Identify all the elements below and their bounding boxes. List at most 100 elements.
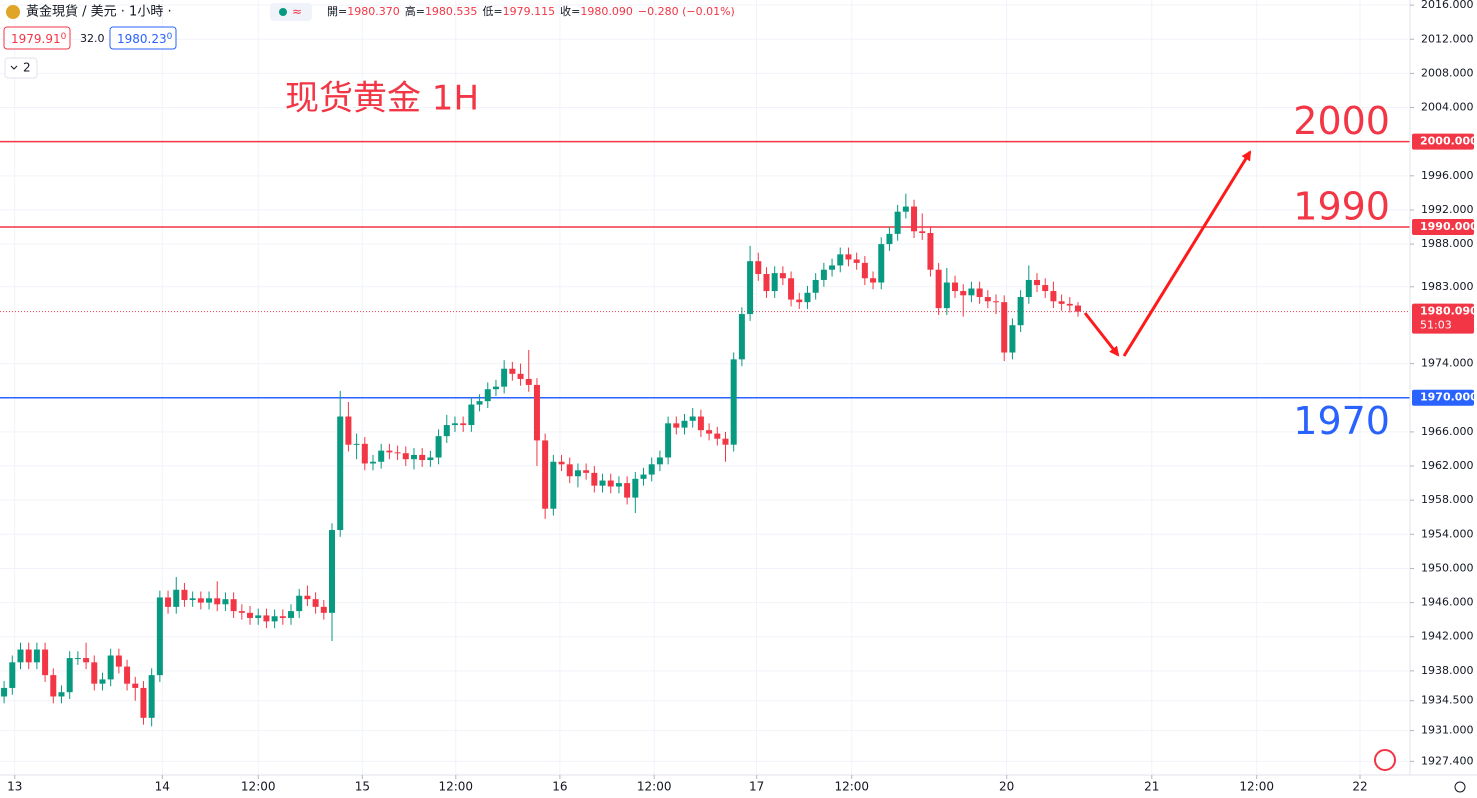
- ohlc-value: 1980.370: [347, 5, 400, 18]
- candle-body: [779, 273, 786, 279]
- candle-body: [755, 261, 762, 274]
- candle-body: [222, 599, 229, 605]
- settings-icon[interactable]: [1454, 781, 1466, 793]
- candle-body: [124, 666, 131, 684]
- candle-body: [837, 254, 844, 266]
- candle-body: [99, 679, 106, 684]
- ohlc-key: 收=: [560, 4, 580, 18]
- candle-body: [296, 595, 303, 612]
- candle-body: [66, 658, 73, 693]
- x-tick-label: 13: [7, 780, 22, 794]
- candle-body: [591, 472, 598, 486]
- candle-body: [574, 470, 581, 477]
- indicators-toggle[interactable]: [4, 57, 38, 79]
- ohlc-values: 開=1980.370 高=1980.535 低=1979.115 收=1980.090…: [327, 4, 735, 18]
- y-tick-label: 1983.000: [1421, 280, 1474, 293]
- candle-body: [829, 265, 836, 270]
- y-tick-label: 2008.000: [1421, 66, 1474, 79]
- candle-body: [1058, 301, 1065, 304]
- candle-body: [74, 658, 81, 660]
- candle-body: [542, 440, 549, 509]
- candle-body: [140, 687, 147, 718]
- ohlc: 開=1980.370 高=1980.535 低=1979.115 收=1980.090…: [327, 4, 735, 18]
- level-text: 1990: [1293, 185, 1390, 229]
- annotation-title: 现货黄金 1H: [285, 79, 479, 119]
- candle-body: [173, 589, 180, 607]
- candle-body: [673, 423, 680, 428]
- candle-body: [369, 461, 376, 464]
- level-price-box: [1412, 219, 1474, 236]
- candle-body: [796, 299, 803, 303]
- level-text: 1970: [1293, 399, 1390, 443]
- y-tick-label: 1942.000: [1421, 630, 1474, 643]
- candle-body: [583, 470, 590, 473]
- candle-body: [640, 474, 647, 479]
- candle-body: [804, 292, 811, 303]
- y-tick-label: 2012.000: [1421, 32, 1474, 45]
- ask-price: 1980.230: [117, 32, 173, 46]
- candle-body: [820, 269, 827, 280]
- level-price-label: 1970.000: [1420, 391, 1477, 404]
- candle-body: [271, 616, 278, 622]
- last-price-label: 1980.090: [1420, 305, 1477, 318]
- ohlc-value: 1979.115: [503, 5, 556, 18]
- symbol: 黃金現貨 / 美元 · 1小時 ·: [26, 4, 172, 20]
- candle-body: [50, 675, 57, 697]
- candle-body: [427, 457, 434, 461]
- candle-body: [1025, 279, 1032, 298]
- candle-body: [509, 368, 516, 374]
- ohlc-change: −0.280 (−0.01%): [638, 5, 735, 18]
- candle-body: [747, 261, 754, 315]
- x-tick-label: 15: [355, 780, 370, 794]
- candle-body: [632, 478, 639, 498]
- levels: 2000 1990 1970: [0, 99, 1410, 443]
- candle-body: [9, 662, 16, 688]
- y-tick-label: 1950.000: [1421, 561, 1474, 574]
- candle-body: [288, 611, 295, 618]
- candle-body: [681, 420, 688, 428]
- candle-body: [181, 589, 188, 601]
- bid-button[interactable]: [3, 26, 71, 50]
- candle-body: [320, 606, 327, 613]
- ask-main: 1980.23: [117, 32, 167, 46]
- axes: 2016.000 2012.000 2008.000 2004.000 1996.000…: [7, 0, 1477, 794]
- candle-body: [460, 423, 467, 426]
- candle-body: [902, 206, 909, 212]
- candle-body: [624, 483, 631, 498]
- candle-body: [230, 599, 237, 612]
- candle-body: [665, 423, 672, 458]
- candle-body: [312, 599, 319, 607]
- candle-body: [689, 416, 696, 421]
- candles: [1, 193, 1081, 727]
- y-tick-label: 1938.000: [1421, 664, 1474, 677]
- x-tick-label: 16: [552, 780, 567, 794]
- candle-body: [443, 425, 450, 437]
- x-tick-label: 12:00: [637, 780, 672, 794]
- ask-button[interactable]: [109, 26, 177, 50]
- candle-body: [911, 206, 918, 232]
- candle-body: [771, 273, 778, 292]
- ohlc-value: 1980.535: [425, 5, 478, 18]
- candle-body: [263, 615, 270, 622]
- candle-body: [304, 595, 311, 600]
- candle-body: [156, 597, 163, 676]
- candle-body: [599, 480, 606, 486]
- y-tick-label: 1958.000: [1421, 493, 1474, 506]
- candle-body: [468, 404, 475, 426]
- candle-body: [492, 386, 499, 390]
- candle-body: [788, 278, 795, 300]
- candle-body: [878, 244, 885, 283]
- candle-body: [33, 649, 40, 663]
- y-tick-label: 1988.000: [1421, 237, 1474, 250]
- last-price-box: [1412, 303, 1474, 334]
- flag-icon[interactable]: [1374, 749, 1396, 771]
- candle-body: [484, 389, 491, 402]
- level-price-box: [1412, 133, 1474, 150]
- x-tick-label: 22: [1352, 780, 1367, 794]
- candle-body: [419, 454, 426, 461]
- x-tick-label: 20: [999, 780, 1014, 794]
- y-tick-label: 1934.500: [1421, 694, 1474, 707]
- candle-body: [943, 282, 950, 309]
- countdown-label: 51:03: [1420, 319, 1452, 332]
